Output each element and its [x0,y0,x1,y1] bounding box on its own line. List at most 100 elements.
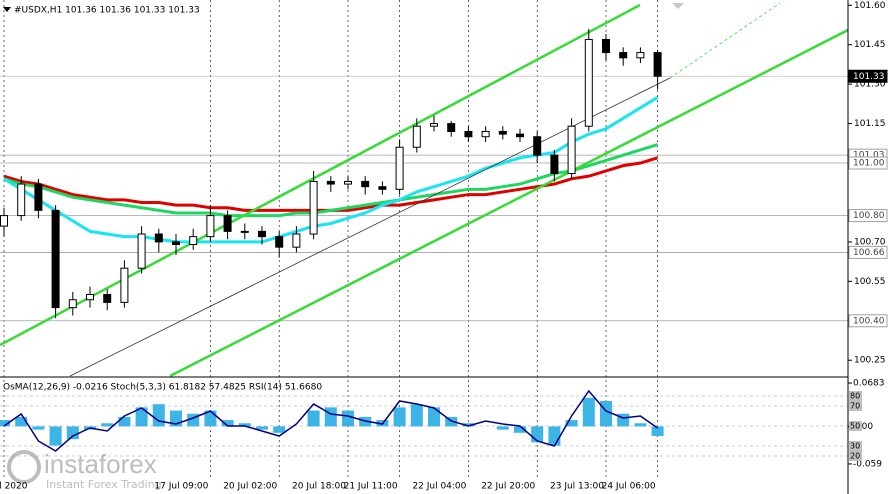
watermark-logo [7,450,41,484]
candle-body [137,233,146,269]
candle-body [481,130,490,138]
moving-average [3,143,659,218]
candle-body [326,180,335,185]
x-tick-label: 21 Jul 11:00 [344,482,398,492]
shift-marker [672,3,684,9]
level-box [848,209,888,223]
watermark-brand: instaforex [44,449,157,479]
osma-bar [582,397,595,427]
osma-bar [462,423,475,427]
candle-body [447,123,456,132]
candle-body [602,38,610,54]
osma-bar [273,426,286,433]
x-tick-label: 17 Jul 09:00 [154,482,208,492]
level-label: 100.66 [853,248,885,258]
candle-body [567,125,576,175]
osma-bar [514,426,526,433]
candle-body [464,130,473,138]
y-tick-label: 100.55 [854,277,886,287]
osma-bar [152,404,165,427]
candle-body [412,125,421,148]
channel-upper [0,3,641,347]
watermark: instaforex Instant Forex Trading [7,449,162,491]
osma-bar [32,426,45,430]
candle-body [206,215,215,238]
osma-bar [49,426,62,446]
y-tick-label: 0.00 [853,422,873,432]
candle-body [223,215,232,232]
y-tick-label: 101.45 [854,40,886,50]
level-label: 101.33 [853,72,885,82]
chart-title: #USDX,H1 101.36 101.36 101.33 101.33 [14,6,200,16]
osma-bar [600,401,612,427]
candle-body [51,209,60,309]
x-tick-label: 22 Jul 04:00 [412,482,466,492]
candle-body [636,52,645,59]
candle-body [34,183,43,211]
level-box [848,156,888,170]
level-box [848,245,888,259]
osma-bar [0,420,10,427]
x-tick-label: 23 Jul 13:00 [550,482,604,492]
y-tick-label: 101.15 [854,119,886,129]
candle-body [292,233,301,248]
y-tick-label: 100.70 [854,237,886,247]
candle-body [240,230,249,233]
candle-body [550,154,559,175]
osma-bar [651,426,664,436]
candle-body [0,215,8,227]
candle-body [258,230,266,238]
osma-bar [324,407,337,427]
osma-bar [101,423,114,427]
osma-bar [238,423,251,427]
candle-body [533,136,542,156]
candle-body [120,267,129,303]
x-tick-label: 15 Jul 2020 [0,482,28,492]
candle-body [395,146,404,190]
level-box [848,69,888,83]
y-tick-label: -0.059 [853,459,882,469]
x-tick-label: 20 Jul 02:00 [223,482,277,492]
y2-tick-box [849,401,862,411]
y2-tick-box [849,441,862,451]
x-tick-label: 22 Jul 20:00 [481,482,535,492]
osma-bar [565,420,578,427]
level-box [848,314,888,328]
osma-bar [410,404,423,427]
level-label: 101.00 [853,159,885,169]
rsi-line [3,389,659,452]
x-tick-label: 20 Jul 18:00 [292,482,346,492]
candle-body [498,130,507,135]
watermark-tagline: Instant Forex Trading [46,478,162,491]
candle-body [309,180,318,235]
osma-bar [15,416,28,427]
candle-body [275,236,284,248]
candle-body [653,52,662,77]
candle-body [516,133,524,138]
candle-body [344,180,352,185]
osma-bar [256,426,268,430]
osma-bar [118,416,131,427]
candle-body [361,180,370,188]
y2-tick-label: 50 [850,422,860,431]
candle-body [103,293,112,303]
collapse-icon[interactable] [3,7,11,12]
y2-tick-label: 20 [850,452,860,461]
trend-extension [669,2,781,79]
osma-bar [307,410,320,427]
level-label: 100.80 [853,211,885,221]
moving-average [3,96,659,244]
y2-tick-label: 30 [850,442,860,451]
candle-body [584,38,593,127]
osma-bar [221,420,234,427]
osma-bar [135,407,148,427]
y2-tick-box [849,391,862,401]
candle-body [430,123,438,127]
y-tick-label: 101.60 [854,1,886,11]
osma-bar [428,407,440,427]
y2-tick-box [849,451,862,461]
osma-bar [548,426,561,446]
indicator-title: OsMA(12,26,9) -0.0216 Stoch(5,3,3) 61.81… [3,383,322,393]
